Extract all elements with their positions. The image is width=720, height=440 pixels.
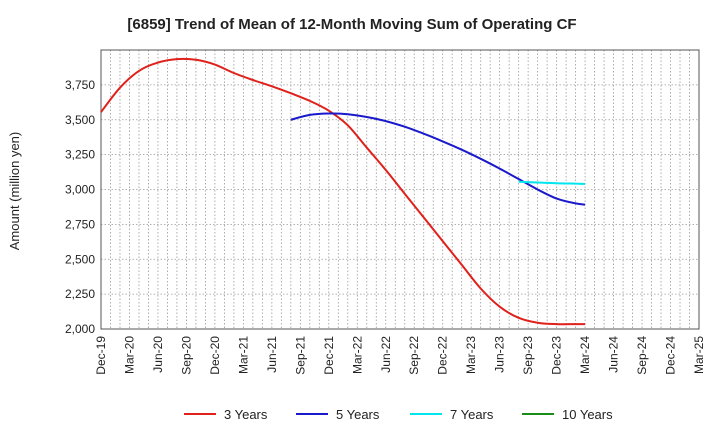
y-tick-label: 2,250 [65,287,95,301]
series-lines [100,57,586,326]
x-tick-label: Jun-21 [265,336,279,373]
x-tick-label: Jun-24 [607,336,621,373]
y-tick-label: 2,500 [65,252,95,266]
grid-lines [101,50,699,329]
x-tick-label: Sep-21 [293,336,307,375]
x-tick-label: Dec-20 [208,336,222,375]
x-tick-label: Dec-23 [550,336,564,375]
x-tick-label: Sep-23 [521,336,535,375]
legend-label-7-years: 7 Years [450,407,494,422]
x-tick-label: Sep-20 [179,336,193,375]
y-tick-label: 3,750 [65,78,95,92]
x-tick-label: Jun-20 [151,336,165,373]
x-axis: Dec-19 Mar-20 Jun-20 Sep-20 Dec-20 Mar-21 Jun-… [94,336,706,375]
y-tick-label: 3,000 [65,183,95,197]
legend: 3 Years 5 Years 7 Years 10 Years [184,407,613,422]
plot-area [100,49,700,330]
series-line-7-years [518,180,586,185]
x-tick-label: Dec-24 [664,336,678,375]
legend-label-3-years: 3 Years [224,407,268,422]
x-tick-label: Mar-24 [578,336,592,374]
x-tick-label: Sep-22 [407,336,421,375]
chart-title: [6859] Trend of Mean of 12-Month Moving … [127,16,576,33]
y-tick-label: 2,750 [65,217,95,231]
x-tick-label: Mar-20 [122,336,136,374]
y-tick-label: 2,000 [65,322,95,336]
series-line-3-years [100,57,586,326]
legend-label-5-years: 5 Years [336,407,380,422]
x-tick-label: Mar-21 [236,336,250,374]
y-axis: 2,000 2,250 2,500 2,750 3,000 3,250 3,500 3,750 [65,78,95,336]
x-tick-label: Dec-21 [322,336,336,375]
y-tick-label: 3,250 [65,148,95,162]
x-tick-label: Sep-24 [635,336,649,375]
x-tick-label: Mar-25 [692,336,706,374]
x-tick-label: Dec-19 [94,336,108,375]
y-tick-label: 3,500 [65,113,95,127]
x-tick-label: Mar-23 [464,336,478,374]
x-tick-label: Jun-23 [493,336,507,373]
series-line-5-years [290,112,586,206]
x-tick-label: Jun-22 [379,336,393,373]
y-axis-label: Amount (million yen) [7,132,22,251]
legend-label-10-years: 10 Years [562,407,613,422]
x-tick-label: Dec-22 [436,336,450,375]
x-tick-label: Mar-22 [350,336,364,374]
